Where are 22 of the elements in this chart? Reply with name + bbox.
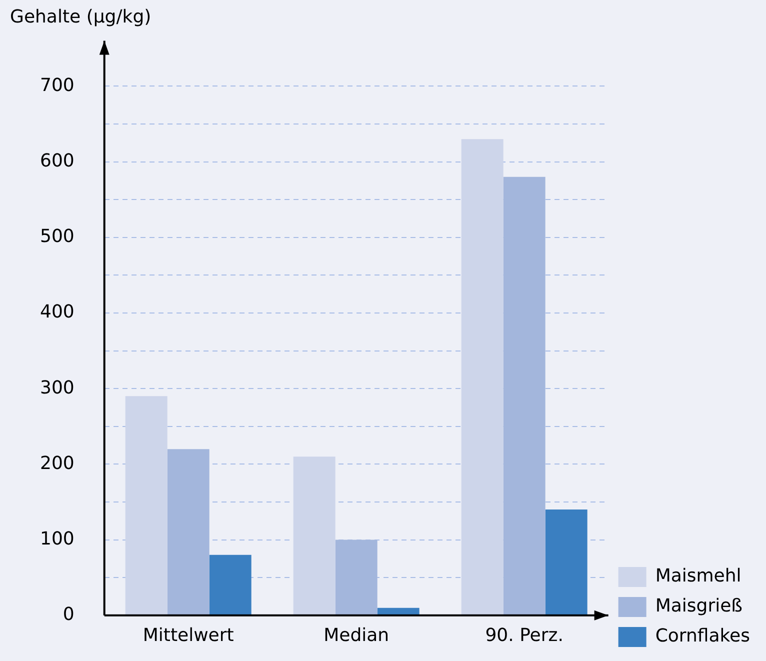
y-tick-label: 400 — [40, 302, 74, 323]
bar — [167, 449, 210, 615]
y-tick-label: 0 — [62, 604, 74, 626]
y-tick-label: 300 — [40, 377, 74, 398]
legend-label: Cornflakes — [655, 626, 750, 647]
bar — [209, 554, 252, 615]
x-tick-label: Mittelwert — [142, 624, 234, 646]
y-tick-label: 600 — [40, 150, 74, 172]
y-tick-label: 700 — [40, 74, 74, 96]
bar — [125, 396, 168, 615]
bar — [545, 510, 588, 615]
bar — [293, 456, 336, 615]
legend-label: Maismehl — [655, 566, 742, 587]
y-tick-label: 100 — [40, 528, 74, 550]
bar — [461, 139, 504, 615]
x-tick-label: Median — [324, 624, 390, 646]
y-tick-label: 200 — [40, 452, 74, 474]
y-axis-title: Gehalte (µg/kg) — [10, 6, 152, 28]
x-tick-label: 90. Perz. — [485, 624, 564, 646]
legend-label: Maisgrieß — [655, 596, 743, 617]
bar — [377, 608, 420, 615]
y-tick-label: 500 — [40, 226, 74, 248]
